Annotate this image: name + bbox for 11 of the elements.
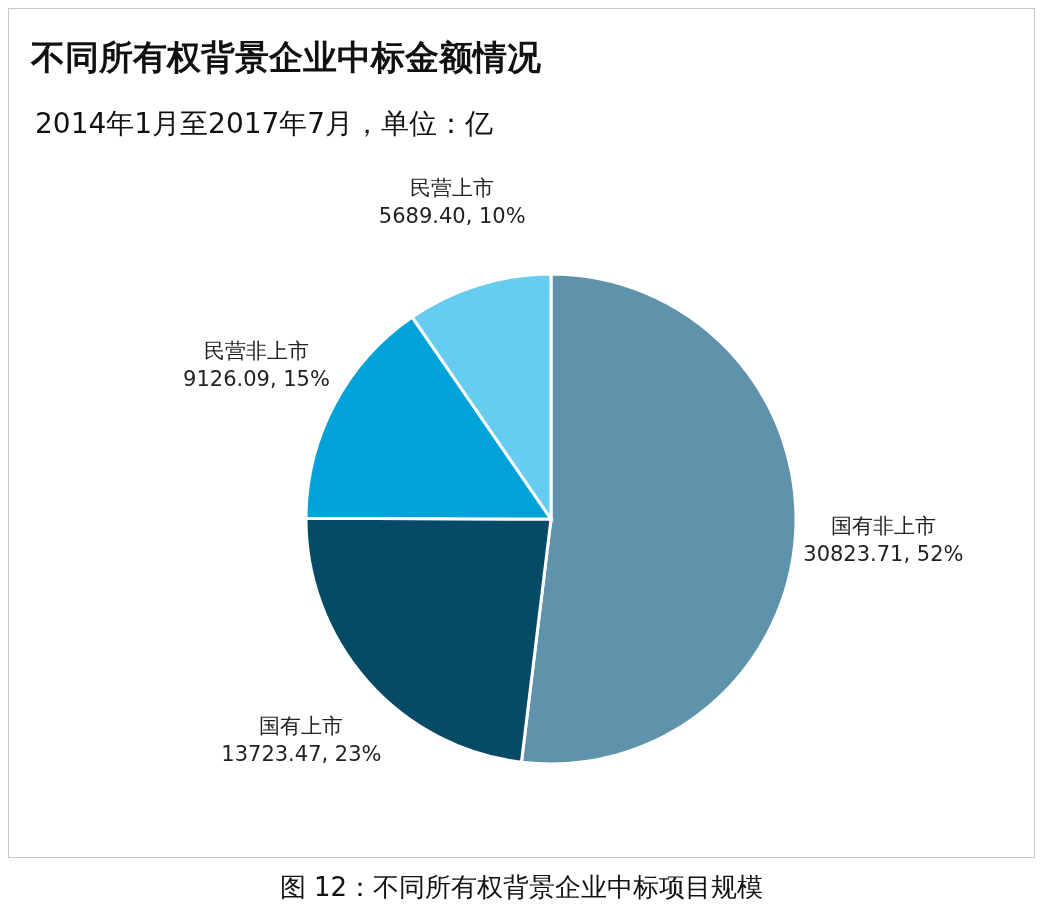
slice-label: 国有上市	[259, 714, 344, 739]
chart-subtitle: 2014年1月至2017年7月，单位：亿	[35, 106, 494, 142]
data-label: 9126.09, 15%	[183, 366, 330, 391]
data-label: 5689.40, 10%	[378, 203, 526, 228]
slice-label: 民营非上市	[204, 338, 309, 363]
caption: 图 12：不同所有权背景企业中标项目规模	[278, 871, 765, 904]
data-label: 13723.47, 23%	[221, 742, 382, 767]
chart-title: 不同所有权背景企业中标金额情况	[31, 36, 541, 79]
slice-label: 国有非上市	[830, 514, 936, 539]
data-label: 30823.71, 52%	[803, 542, 964, 567]
slice-label: 民营上市	[410, 175, 495, 200]
